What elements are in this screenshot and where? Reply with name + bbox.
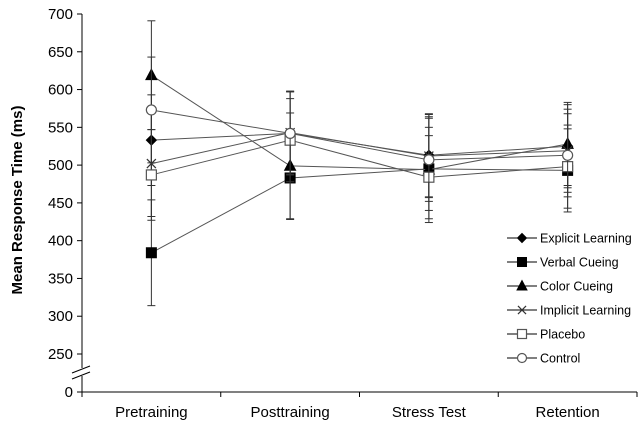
- legend-label: Explicit Learning: [540, 232, 632, 246]
- legend: Explicit Learning Verbal Cueing Color Cuei…: [507, 232, 632, 366]
- data-point: [145, 169, 157, 181]
- y-axis-label: Mean Response Time (ms): [9, 106, 26, 295]
- data-point: [517, 305, 527, 315]
- series-verbal-cueing: [145, 126, 574, 307]
- data-point: [284, 127, 296, 139]
- series-line: [151, 168, 568, 254]
- series-line: [151, 109, 568, 161]
- legend-item: Color Cueing: [507, 279, 613, 294]
- x-tick-label: Posttraining: [251, 404, 330, 421]
- y-tick-label: 500: [48, 157, 73, 174]
- x-tick-label: Pretraining: [115, 404, 188, 421]
- series-placebo: [145, 98, 574, 221]
- legend-item: Implicit Learning: [507, 304, 631, 318]
- series-layer: [145, 20, 574, 307]
- data-point: [145, 104, 157, 116]
- legend-item: Verbal Cueing: [507, 256, 619, 270]
- series-control: [145, 56, 574, 202]
- y-tick-label: 550: [48, 119, 73, 136]
- x-tick-label: Stress Test: [392, 404, 467, 421]
- y-tick-label: 350: [48, 270, 73, 287]
- y-tick-label: 400: [48, 233, 73, 250]
- data-point: [517, 257, 527, 267]
- y-tick-label: 450: [48, 195, 73, 212]
- y-tick-label: 250: [48, 346, 73, 363]
- data-point: [145, 247, 157, 259]
- y-tick-label: 700: [48, 6, 73, 23]
- data-point: [562, 149, 574, 161]
- legend-label: Implicit Learning: [540, 304, 631, 318]
- data-point: [516, 232, 528, 244]
- y-axis-ticks: 0 250 300 350 400 450 500 550 600 650 700: [48, 6, 82, 401]
- y-tick-label: 0: [65, 384, 73, 401]
- legend-label: Control: [540, 352, 580, 366]
- x-tick-label: Retention: [536, 404, 600, 421]
- axis-break: [71, 365, 91, 380]
- series-line: [151, 132, 568, 165]
- legend-item: Placebo: [507, 328, 585, 342]
- legend-label: Placebo: [540, 328, 585, 342]
- legend-label: Color Cueing: [540, 280, 613, 294]
- y-tick-label: 600: [48, 82, 73, 99]
- series-implicit-learning: [146, 90, 573, 217]
- series-line: [151, 74, 568, 171]
- y-tick-label: 300: [48, 308, 73, 325]
- y-tick-label: 650: [48, 44, 73, 61]
- legend-item: Explicit Learning: [507, 232, 632, 246]
- x-axis-ticks: Pretraining Posttraining Stress Test Retent…: [81, 392, 638, 421]
- legend-item: Control: [507, 352, 580, 366]
- data-point: [516, 279, 528, 291]
- series-color-cueing: [145, 20, 574, 224]
- data-point: [516, 328, 528, 340]
- data-point: [516, 352, 528, 364]
- legend-label: Verbal Cueing: [540, 256, 619, 270]
- data-point: [423, 154, 435, 166]
- series-line: [151, 139, 568, 178]
